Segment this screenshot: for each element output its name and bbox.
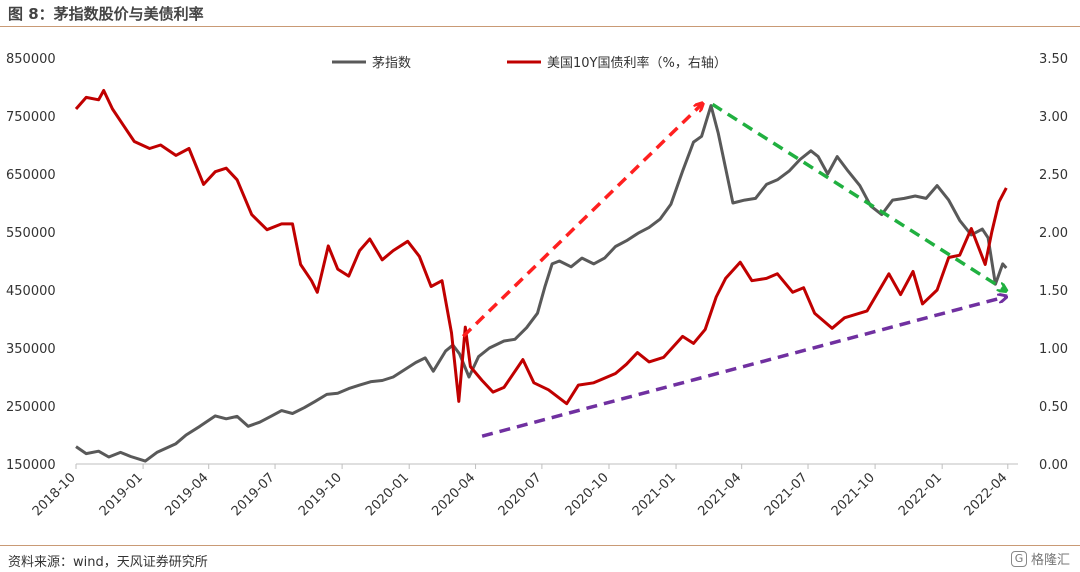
legend-label-us10y: 美国10Y国债利率（%，右轴） [547,55,727,71]
x-tick-label: 2021-01 [630,470,679,519]
y-right-tick-label: 2.00 [1039,226,1068,241]
watermark-logo-icon: G [1010,550,1027,567]
y-left-tick-label: 450000 [6,284,56,299]
x-tick-label: 2019-01 [97,470,146,519]
x-tick-label: 2019-07 [229,470,278,519]
y-left-tick-label: 250000 [6,400,56,415]
y-left-tick-label: 850000 [6,52,56,67]
x-tick-label: 2020-07 [496,470,545,519]
x-tick-label: 2018-10 [30,470,79,519]
y-right-tick-label: 2.50 [1039,168,1068,183]
x-tick-label: 2020-01 [363,470,412,519]
chart-svg: 150000 250000 350000 450000 550000 650000 7500… [6,52,1068,519]
x-tick-label: 2021-04 [695,470,744,519]
x-tick-label: 2020-10 [563,470,612,519]
trend-arrow [461,104,701,338]
y-right-tick-label: 0.50 [1039,400,1068,415]
y-left-tick-label: 150000 [6,458,56,473]
legend-label-maozhishu: 茅指数 [372,56,411,71]
y-left-tick-label: 750000 [6,110,56,125]
series-line-us10y [74,89,1008,406]
y-left-tick-label: 650000 [6,168,56,183]
watermark: G 格隆汇 [1010,549,1070,568]
footer-divider [0,545,1080,546]
x-tick-label: 2021-10 [829,470,878,519]
y-right-tick-label: 3.00 [1039,110,1068,125]
series-line-maozhishu [75,104,1008,463]
y-right-tick-label: 0.00 [1039,458,1068,473]
x-tick-label: 2022-04 [962,470,1011,519]
x-tick-label: 2020-04 [429,470,478,519]
trend-arrow [481,297,1005,438]
watermark-text: 格隆汇 [1030,553,1070,568]
legend: 茅指数 美国10Y国债利率（%，右轴） [332,55,727,71]
annotation-layer [461,102,1005,438]
trend-arrow [711,102,1005,290]
y-left-tick-label: 550000 [6,226,56,241]
chart-title: 图 8：茅指数股价与美债利率 [8,5,204,23]
y-right-tick-label: 1.00 [1039,342,1068,357]
x-tick-label: 2022-01 [896,470,945,519]
y-left-tick-label: 350000 [6,342,56,357]
series-layer [74,89,1008,463]
header-divider [0,26,1080,27]
x-tick-label: 2019-10 [296,470,345,519]
y-right-tick-label: 3.50 [1039,52,1068,67]
x-tick-label: 2021-07 [762,470,811,519]
y-right-tick-label: 1.50 [1039,284,1068,299]
source-note: 资料来源：wind，天风证券研究所 [8,555,208,570]
x-tick-label: 2019-04 [163,470,212,519]
